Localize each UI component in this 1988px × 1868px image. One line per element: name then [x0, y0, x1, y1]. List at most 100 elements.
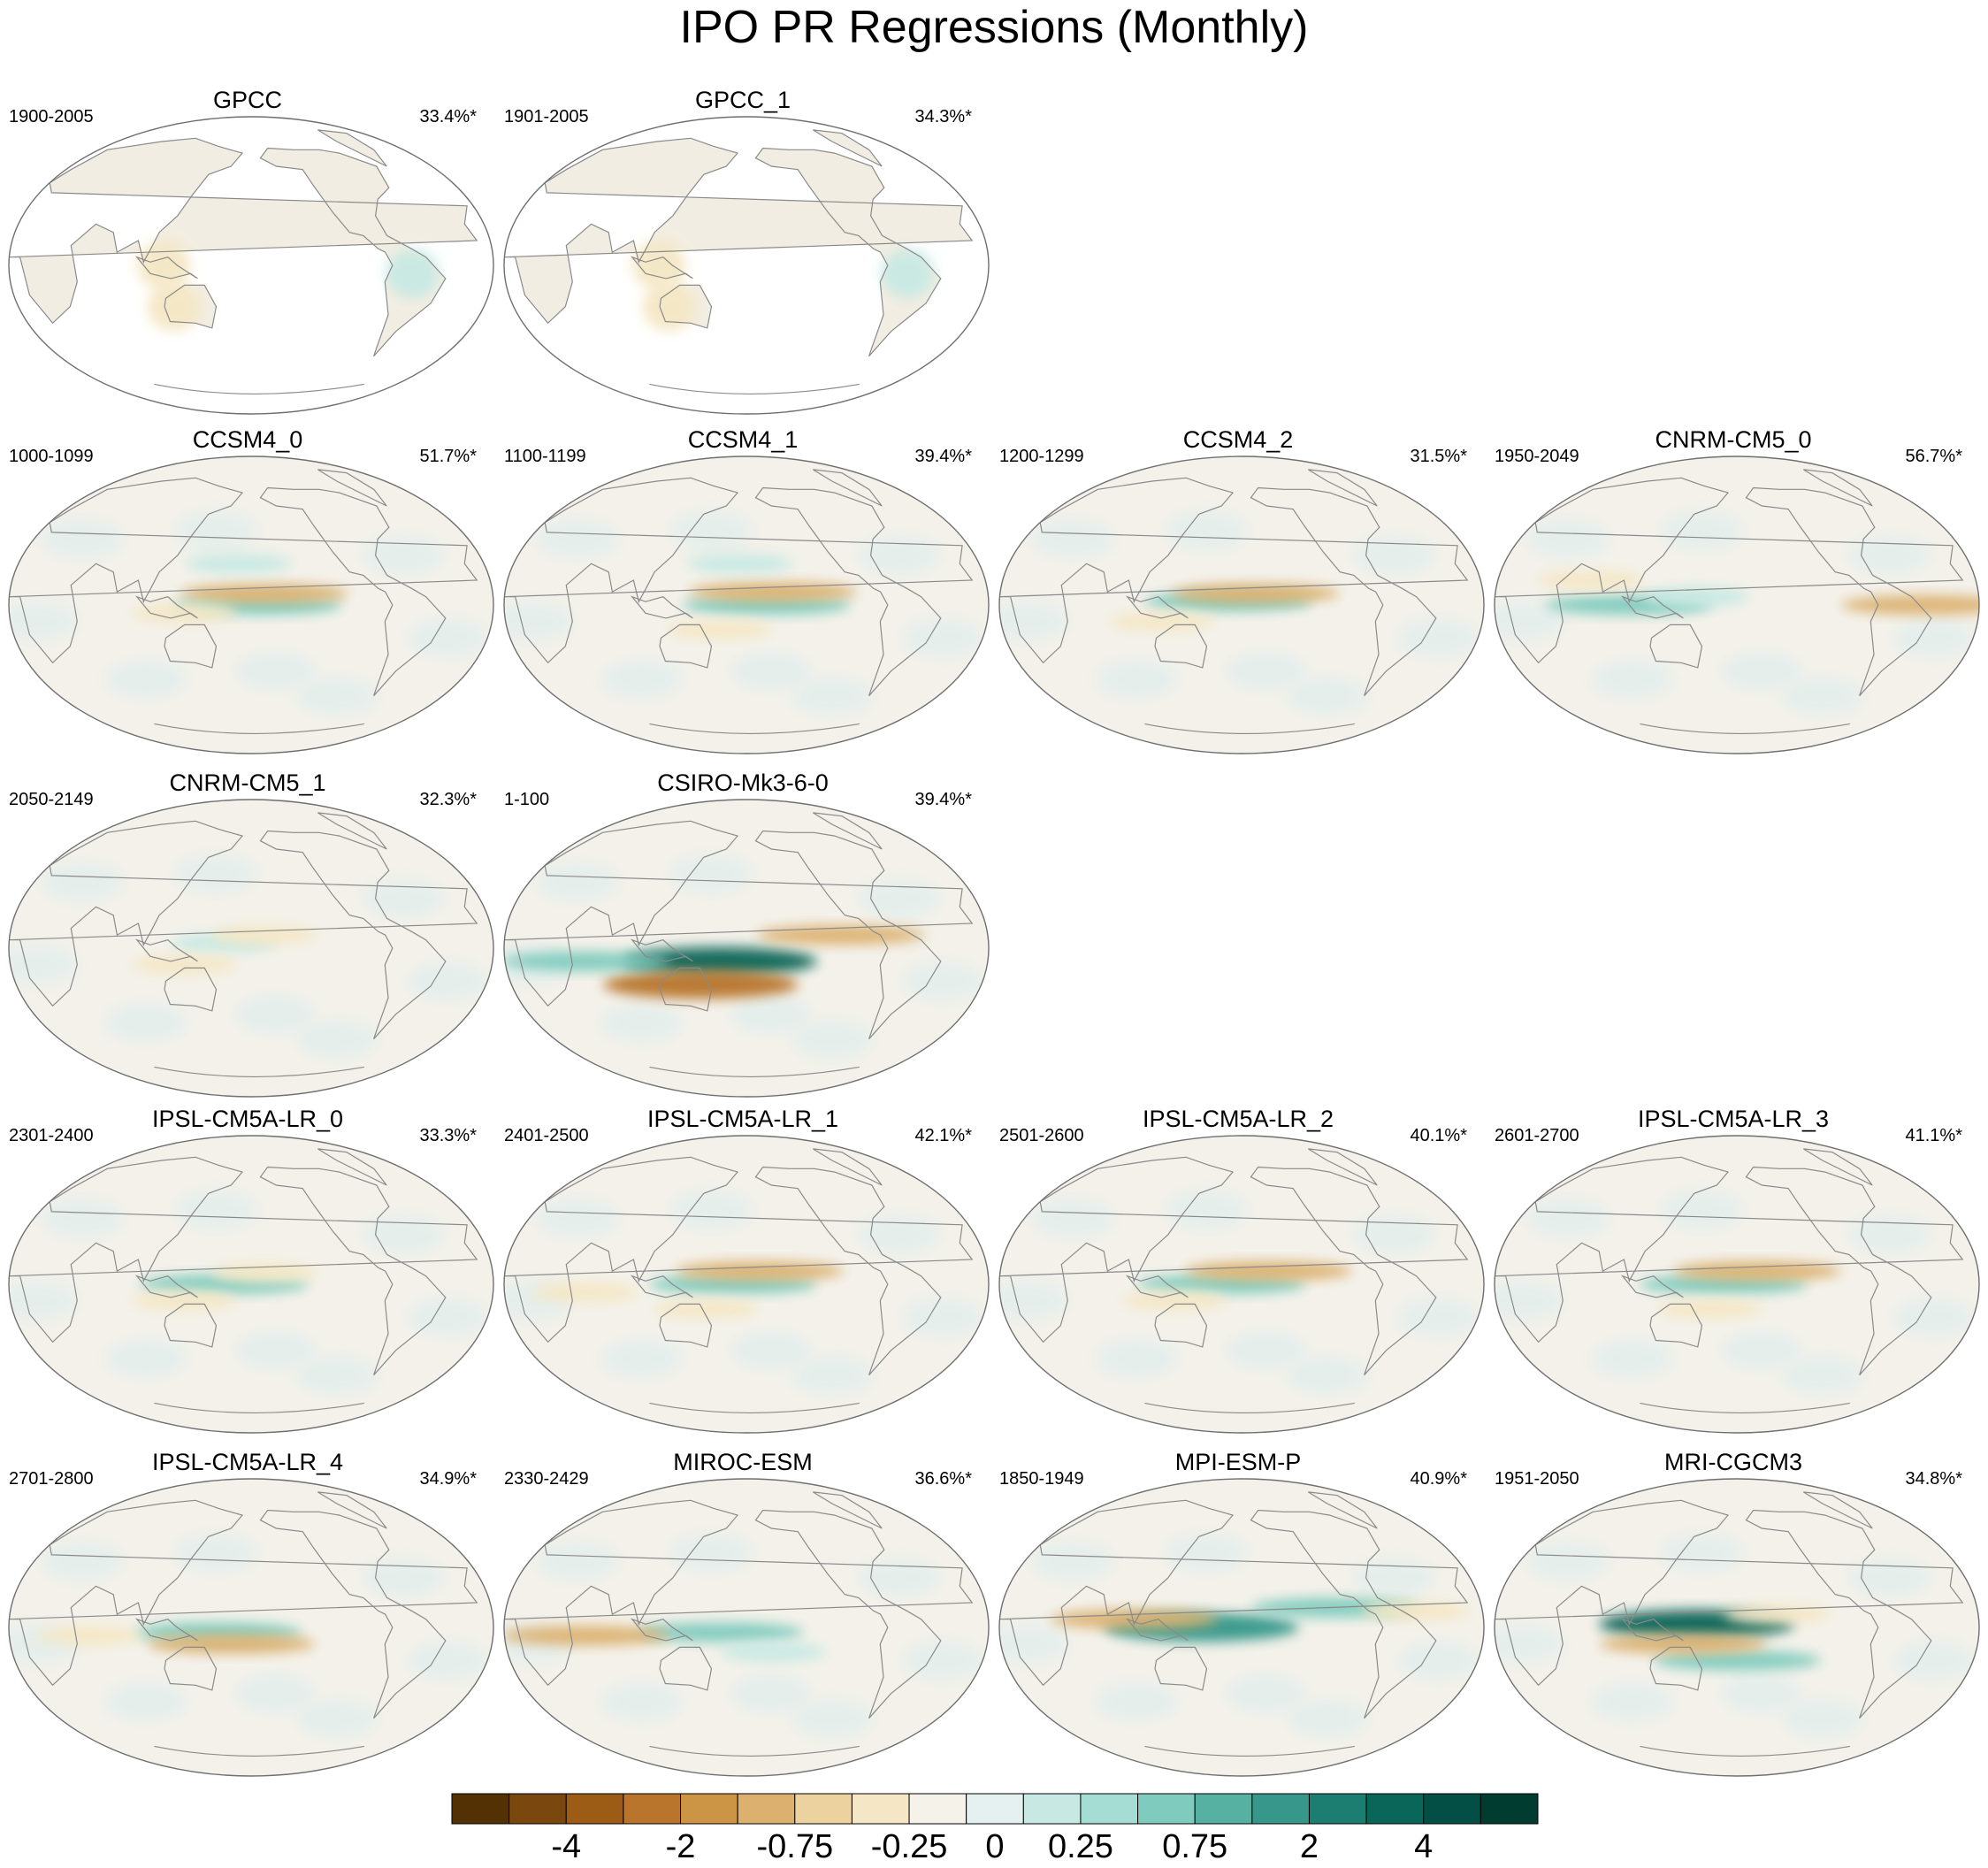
regression-feature — [131, 603, 238, 624]
field-patch — [407, 961, 489, 1001]
field-patch — [295, 676, 378, 716]
panel-variance-pct: 39.4%* — [914, 790, 973, 809]
coastline — [317, 812, 387, 850]
field-patch — [1166, 1534, 1248, 1573]
coastline — [1802, 469, 1873, 507]
colorbar-swatch — [680, 1793, 738, 1825]
coastline — [754, 147, 942, 357]
coastline — [754, 486, 942, 697]
panel-title: GPCC_1 — [694, 87, 791, 113]
field-patch — [670, 1190, 753, 1229]
coastline — [754, 1509, 942, 1719]
panel-title: IPSL-CM5A-LR_2 — [1142, 1106, 1334, 1132]
field-patch — [1591, 1682, 1673, 1721]
colorbar-swatch — [966, 1793, 1024, 1825]
field-patch — [1166, 511, 1248, 550]
map-frame — [8, 1478, 494, 1777]
coastline-antarctica — [649, 1066, 860, 1077]
panel-variance-pct: 34.3%* — [914, 107, 973, 126]
coastline — [164, 284, 218, 329]
coastline — [659, 967, 713, 1012]
coastline-antarctica — [154, 1066, 364, 1077]
coastline-antarctica — [1640, 1402, 1850, 1413]
panel-title: MIROC-ESM — [673, 1449, 813, 1475]
coastline-antarctica — [154, 723, 364, 734]
map-panel: CNRM-CM5_0 1950-2049 56.7%* — [1486, 425, 1981, 761]
field-patch — [1720, 1330, 1802, 1370]
field-patch — [42, 519, 124, 559]
field-patch — [1527, 1198, 1610, 1238]
map-panel: CNRM-CM5_1 2050-2149 32.3%* — [0, 768, 495, 1104]
regression-feature — [147, 281, 201, 332]
field-patch — [1527, 1542, 1610, 1581]
field-patch — [105, 660, 187, 699]
coastline — [1649, 624, 1703, 669]
field-patch — [1661, 1534, 1743, 1573]
panel-period: 2401-2500 — [504, 1126, 589, 1145]
field-patch — [791, 676, 873, 716]
coastline — [659, 624, 713, 669]
colorbar-tick-label: 4 — [1414, 1828, 1434, 1865]
coastline — [164, 1646, 218, 1691]
map-panel: CCSM4_2 1200-1299 31.5%* — [990, 425, 1486, 761]
coastline — [659, 1303, 713, 1348]
coastline — [1802, 1148, 1873, 1186]
colorbar — [451, 1793, 1539, 1825]
panel-variance-pct: 42.1%* — [914, 1126, 973, 1145]
chart-title: IPO PR Regressions (Monthly) — [679, 2, 1309, 53]
coastline-antarctica — [649, 1402, 860, 1413]
regression-feature — [756, 925, 925, 945]
field-patch — [1720, 1673, 1802, 1713]
coastline — [812, 469, 883, 507]
coastline — [754, 830, 942, 1040]
colorbar-swatch — [1480, 1793, 1539, 1825]
regression-feature — [137, 241, 191, 290]
coastline — [9, 1156, 478, 1344]
field-patch — [858, 1558, 940, 1597]
regression-feature — [1724, 1604, 1831, 1625]
map-frame — [8, 1135, 494, 1434]
panel-variance-pct: 34.9%* — [419, 1469, 478, 1489]
colorbar-swatch — [623, 1793, 682, 1825]
colorbar-swatch — [851, 1793, 910, 1825]
map-frame — [503, 1135, 990, 1434]
coastline — [1154, 1303, 1208, 1348]
colorbar-swatch — [794, 1793, 853, 1825]
field-patch — [9, 1281, 78, 1321]
field-patch — [1225, 1330, 1307, 1370]
field-patch — [42, 862, 124, 902]
regression-feature — [1121, 1290, 1228, 1311]
field-patch — [9, 601, 78, 641]
field-patch — [1781, 1355, 1863, 1395]
coastline-antarctica — [1144, 723, 1355, 734]
field-patch — [1286, 1355, 1368, 1395]
field-patch — [1495, 1624, 1564, 1664]
coastline — [812, 1491, 883, 1529]
field-patch — [105, 1003, 187, 1042]
field-patch — [902, 1641, 984, 1680]
field-patch — [234, 1330, 317, 1370]
panel-variance-pct: 33.4%* — [419, 107, 478, 126]
coastline — [630, 1618, 693, 1642]
coastline — [164, 1303, 218, 1348]
colorbar-tick-label: 0.25 — [1047, 1828, 1113, 1865]
coastline — [1307, 469, 1378, 507]
coastline — [630, 256, 693, 279]
field-patch — [1032, 519, 1114, 559]
field-patch — [295, 1698, 378, 1738]
map-svg — [8, 116, 494, 415]
field-patch — [600, 1339, 683, 1378]
panel-period: 1950-2049 — [1495, 447, 1579, 466]
coastline — [1620, 595, 1684, 619]
panel-title: CCSM4_2 — [1182, 426, 1294, 453]
panel-title: IPSL-CM5A-LR_0 — [151, 1106, 344, 1132]
regression-feature — [642, 281, 696, 332]
coastline-antarctica — [1640, 723, 1850, 734]
map-frame — [503, 799, 990, 1098]
coastline — [1495, 1156, 1964, 1344]
coastline-antarctica — [154, 1402, 364, 1413]
field-patch — [1848, 1558, 1931, 1597]
field-patch — [175, 1534, 257, 1573]
panel-period: 1900-2005 — [9, 107, 94, 126]
regression-feature — [211, 925, 318, 945]
